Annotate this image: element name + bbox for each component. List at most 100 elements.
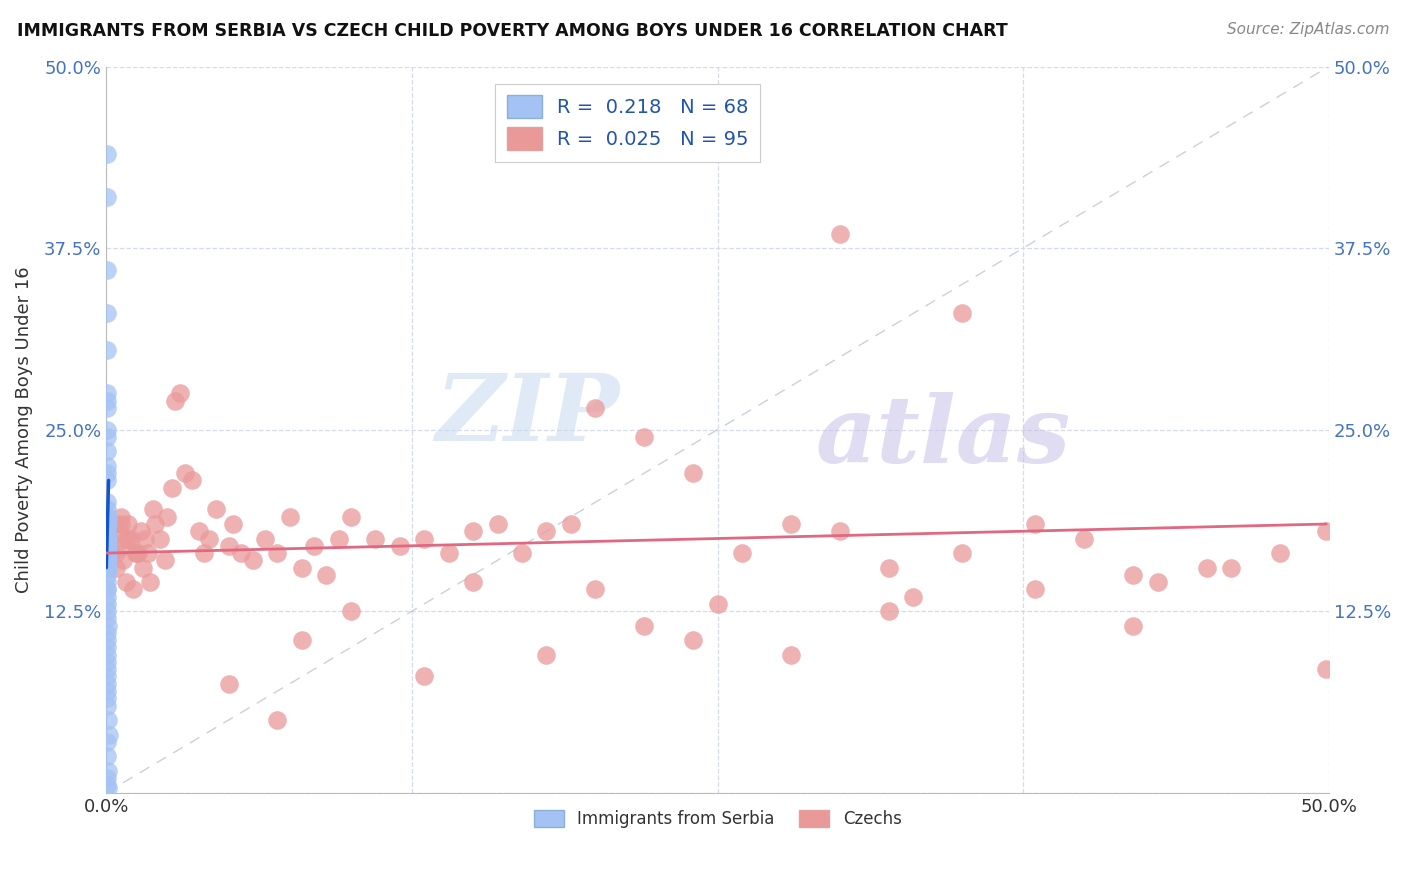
Text: atlas: atlas [815,392,1070,482]
Point [413,532,436,546]
Point [1315,524,1337,539]
Point [96,546,118,560]
Point [120,532,142,546]
Point [125,546,148,560]
Point [1195,560,1218,574]
Point [510,546,533,560]
Point [96,698,118,713]
Point [96,502,118,516]
Point [125,546,148,560]
Point [115,532,138,546]
Point [96,677,118,691]
Point [96,539,118,553]
Point [218,677,240,691]
Point [122,582,145,597]
Point [437,546,460,560]
Point [97,546,120,560]
Point [96,458,118,473]
Point [780,648,803,662]
Point [1024,582,1046,597]
Point [132,560,155,574]
Point [136,546,159,560]
Point [96,633,118,648]
Point [97,532,120,546]
Point [96,604,118,618]
Point [364,532,387,546]
Point [633,430,655,444]
Point [97,532,120,546]
Point [97,781,120,796]
Point [583,401,606,415]
Point [110,509,132,524]
Point [96,386,118,401]
Point [266,546,288,560]
Point [97,713,120,727]
Point [901,590,924,604]
Point [583,582,606,597]
Point [97,764,120,778]
Point [153,553,176,567]
Point [96,597,118,611]
Point [254,532,277,546]
Text: Source: ZipAtlas.com: Source: ZipAtlas.com [1226,22,1389,37]
Point [149,532,172,546]
Point [97,560,120,574]
Point [96,567,118,582]
Point [96,560,118,574]
Point [413,669,436,683]
Point [96,582,118,597]
Point [96,669,118,683]
Point [950,546,973,560]
Point [461,575,484,590]
Point [96,539,118,553]
Point [169,386,191,401]
Point [486,516,509,531]
Point [139,575,162,590]
Point [96,430,118,444]
Point [1146,575,1168,590]
Point [266,713,288,727]
Point [107,524,129,539]
Point [96,611,118,625]
Point [96,553,118,567]
Point [1122,567,1144,582]
Point [96,146,118,161]
Point [96,532,118,546]
Y-axis label: Child Poverty Among Boys Under 16: Child Poverty Among Boys Under 16 [15,267,32,593]
Point [706,597,728,611]
Point [96,560,118,574]
Point [96,640,118,655]
Point [110,516,132,531]
Point [96,648,118,662]
Point [129,524,152,539]
Point [229,546,252,560]
Point [96,553,118,567]
Point [96,263,118,277]
Point [103,516,125,531]
Point [96,393,118,408]
Point [96,306,118,320]
Point [156,509,179,524]
Point [1220,560,1243,574]
Point [96,495,118,509]
Point [115,575,138,590]
Point [117,532,139,546]
Point [96,474,118,488]
Point [97,509,120,524]
Point [198,532,221,546]
Point [162,481,184,495]
Point [105,560,128,574]
Point [188,524,211,539]
Point [163,393,186,408]
Point [242,553,264,567]
Point [96,190,118,204]
Point [340,604,363,618]
Point [96,532,118,546]
Point [682,633,704,648]
Point [96,771,118,785]
Point [96,466,118,480]
Point [950,306,973,320]
Point [96,691,118,706]
Point [1315,662,1337,676]
Point [828,524,851,539]
